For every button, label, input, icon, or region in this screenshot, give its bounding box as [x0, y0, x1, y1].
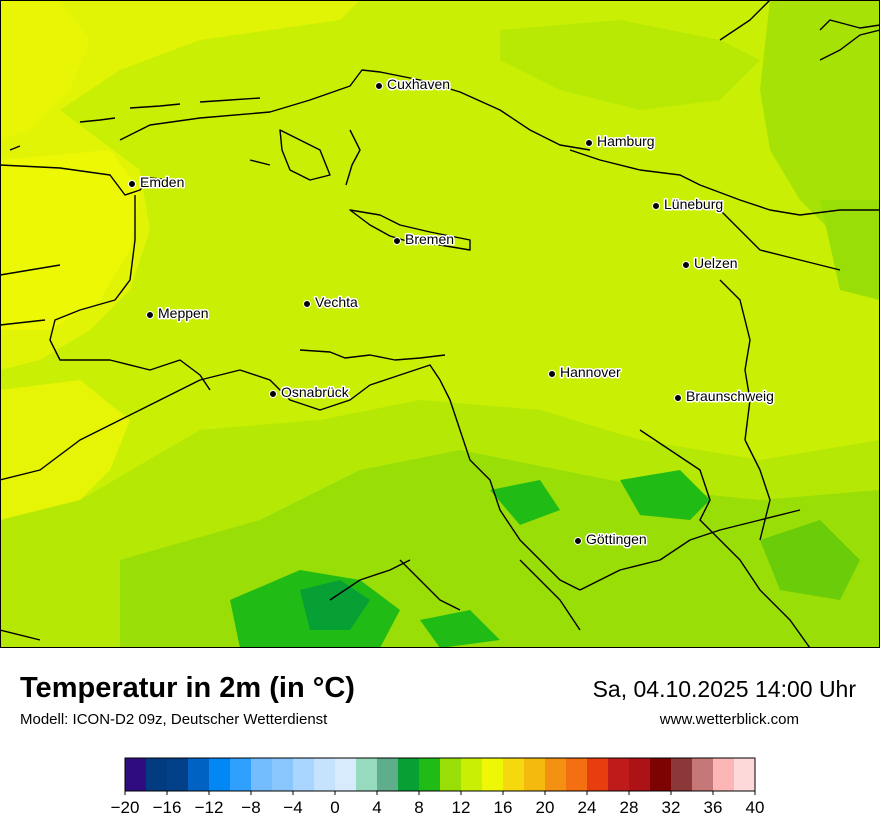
- legend-swatch: [545, 758, 567, 791]
- legend-tick-label: −12: [195, 798, 224, 817]
- legend-swatch: [230, 758, 252, 791]
- map-title: Temperatur in 2m (in °C): [20, 672, 355, 704]
- temperature-map: Cuxhaven Hamburg Emden Lüneburg Bremen U…: [0, 0, 880, 648]
- legend-swatch: [524, 758, 546, 791]
- city-cuxhaven: Cuxhaven: [375, 75, 452, 94]
- legend-swatch: [125, 758, 147, 791]
- legend-swatch: [503, 758, 525, 791]
- city-meppen: Meppen: [146, 304, 210, 323]
- city-label-lueneburg: Lüneburg: [664, 196, 723, 212]
- legend-swatch: [167, 758, 189, 791]
- legend-swatch: [335, 758, 357, 791]
- city-label-goettingen: Göttingen: [586, 531, 647, 547]
- legend-swatch: [314, 758, 336, 791]
- city-lueneburg: Lüneburg: [652, 195, 725, 214]
- legend-swatch: [629, 758, 651, 791]
- city-uelzen: Uelzen: [682, 254, 739, 273]
- legend-tick-label: 24: [578, 798, 597, 817]
- legend-tick-label: 4: [372, 798, 381, 817]
- legend-tick-label: 28: [620, 798, 639, 817]
- legend-swatch: [566, 758, 588, 791]
- city-label-hannover: Hannover: [560, 364, 621, 380]
- legend-swatch: [398, 758, 420, 791]
- city-label-meppen: Meppen: [158, 305, 209, 321]
- city-hannover: Hannover: [548, 363, 623, 382]
- legend-swatch: [587, 758, 609, 791]
- legend-tick-label: 12: [452, 798, 471, 817]
- legend-swatch: [671, 758, 693, 791]
- legend-swatch: [293, 758, 315, 791]
- model-subtitle: Modell: ICON-D2 09z, Deutscher Wetterdie…: [20, 711, 328, 728]
- city-label-osnabrueck: Osnabrück: [281, 384, 350, 400]
- legend-tick-label: 40: [746, 798, 765, 817]
- legend-swatch: [440, 758, 462, 791]
- legend-tick-label: 20: [536, 798, 555, 817]
- legend-swatch: [482, 758, 504, 791]
- legend-swatches: [125, 758, 756, 791]
- legend-swatch: [608, 758, 630, 791]
- city-label-cuxhaven: Cuxhaven: [387, 76, 450, 92]
- legend-tick-label: 0: [330, 798, 339, 817]
- legend-swatch: [461, 758, 483, 791]
- legend-swatch: [734, 758, 756, 791]
- legend-swatch: [146, 758, 168, 791]
- legend-tick-label: 8: [414, 798, 423, 817]
- city-emden: Emden: [128, 173, 186, 192]
- legend-tick-label: −16: [153, 798, 182, 817]
- city-label-emden: Emden: [140, 174, 184, 190]
- legend-swatch: [419, 758, 441, 791]
- website-label: www.wetterblick.com: [659, 711, 799, 728]
- city-vechta: Vechta: [303, 293, 360, 312]
- city-osnabrueck: Osnabrück: [269, 383, 351, 402]
- legend-swatch: [377, 758, 399, 791]
- city-label-braunschweig: Braunschweig: [686, 388, 774, 404]
- legend-swatch: [692, 758, 714, 791]
- city-bremen: Bremen: [393, 230, 456, 249]
- legend-ticks: −20 −16 −12 −8 −4 0 4 8 12 16 20 24 28 32 36 40: [111, 791, 765, 817]
- city-label-uelzen: Uelzen: [694, 255, 738, 271]
- city-label-vechta: Vechta: [315, 294, 358, 310]
- legend-swatch: [356, 758, 378, 791]
- legend-swatch: [251, 758, 273, 791]
- legend-swatch: [713, 758, 735, 791]
- legend-tick-label: −8: [241, 798, 260, 817]
- city-braunschweig: Braunschweig: [674, 387, 775, 406]
- forecast-datetime: Sa, 04.10.2025 14:00 Uhr: [592, 676, 856, 702]
- legend-swatch: [209, 758, 231, 791]
- city-label-hamburg: Hamburg: [597, 133, 655, 149]
- city-label-bremen: Bremen: [405, 231, 454, 247]
- legend-tick-label: −4: [283, 798, 302, 817]
- legend-swatch: [272, 758, 294, 791]
- legend-tick-label: 16: [494, 798, 513, 817]
- legend-swatch: [188, 758, 210, 791]
- legend-tick-label: 32: [662, 798, 681, 817]
- legend-swatch: [650, 758, 672, 791]
- legend-tick-label: −20: [111, 798, 140, 817]
- city-hamburg: Hamburg: [585, 132, 656, 151]
- legend-tick-label: 36: [704, 798, 723, 817]
- city-goettingen: Göttingen: [574, 530, 648, 549]
- color-legend: −20 −16 −12 −8 −4 0 4 8 12 16 20 24 28 32 36 40: [111, 757, 765, 817]
